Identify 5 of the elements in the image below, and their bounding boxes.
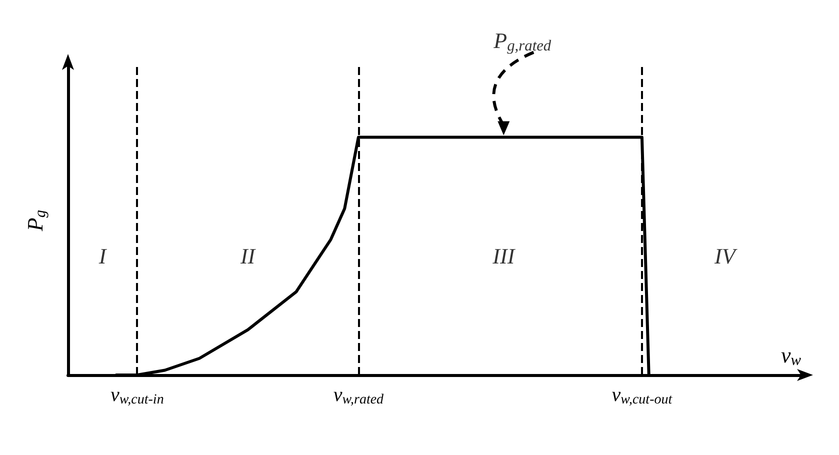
y-axis-title: Pg [22, 210, 49, 232]
annotation: IV [714, 244, 738, 269]
annotation: I [98, 244, 108, 269]
annotation: III [492, 244, 516, 269]
annotation: II [239, 244, 257, 269]
